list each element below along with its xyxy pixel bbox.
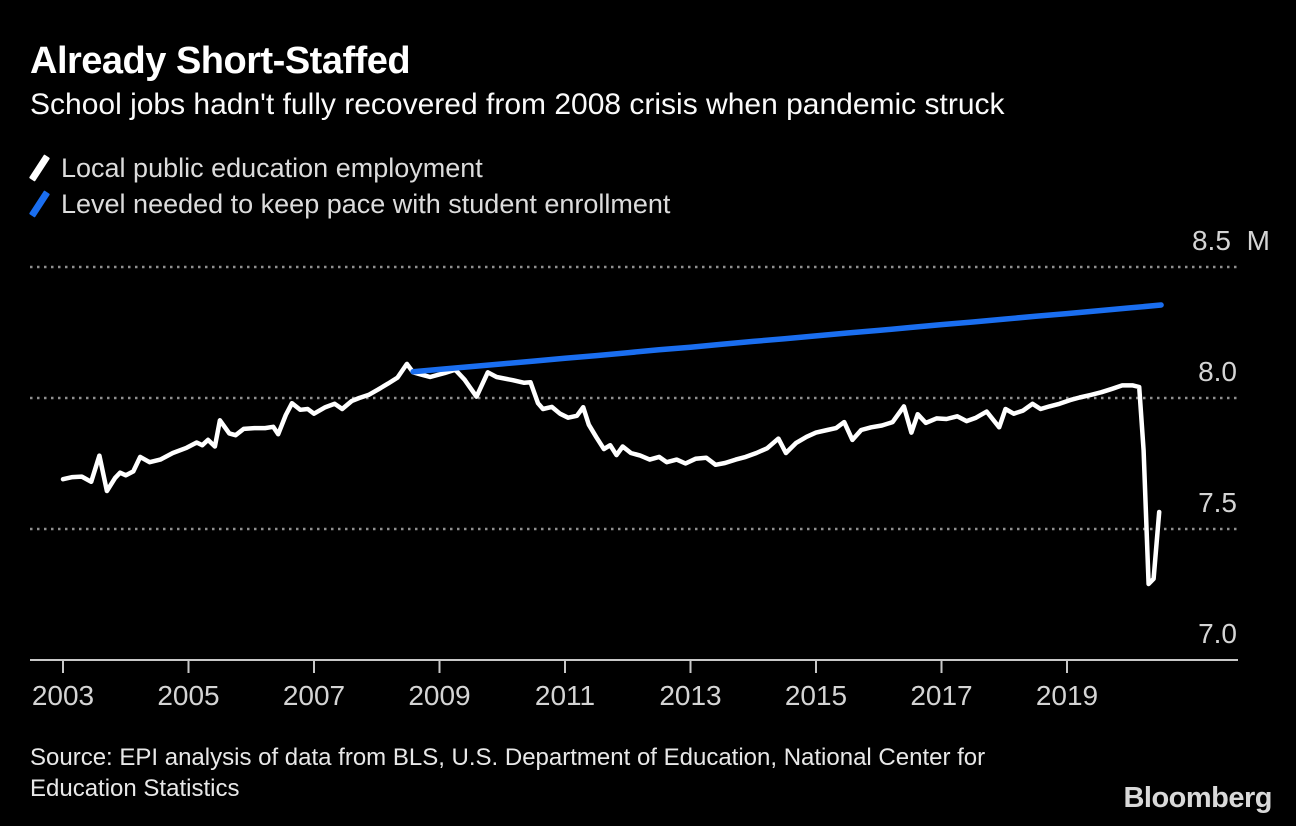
legend-label: Level needed to keep pace with student e… <box>61 188 671 219</box>
x-axis-label: 2013 <box>659 680 722 711</box>
x-axis-label: 2019 <box>1035 680 1099 711</box>
y-axis-label: 8.0 <box>1198 356 1237 387</box>
y-axis-label: 8.5 M <box>1191 225 1270 256</box>
x-axis-label: 2007 <box>282 680 346 711</box>
legend-item: Level needed to keep pace with student e… <box>28 186 671 222</box>
x-axis-label: 2015 <box>784 680 848 711</box>
chart-subtitle: School jobs hadn't fully recovered from … <box>30 88 1005 121</box>
source-note: Source: EPI analysis of data from BLS, U… <box>30 744 986 802</box>
x-axis-label: 2005 <box>157 680 220 711</box>
chart-title: Already Short-Staffed <box>30 40 411 82</box>
legend: Local public education employment Level n… <box>28 150 671 222</box>
legend-label: Local public education employment <box>61 152 483 183</box>
x-axis-label: 2017 <box>910 680 973 711</box>
x-axis-label: 2011 <box>534 680 596 711</box>
y-axis-label: 7.5 <box>1198 487 1237 518</box>
enrollment-needed-line <box>410 302 1164 375</box>
employment-line <box>60 361 1162 587</box>
x-axis-label: 2009 <box>408 680 471 711</box>
x-axis-label: 2003 <box>31 680 95 711</box>
bloomberg-logo: Bloomberg <box>1123 782 1272 814</box>
legend-item: Local public education employment <box>28 150 670 186</box>
y-axis-label: 7.0 <box>1198 618 1237 649</box>
